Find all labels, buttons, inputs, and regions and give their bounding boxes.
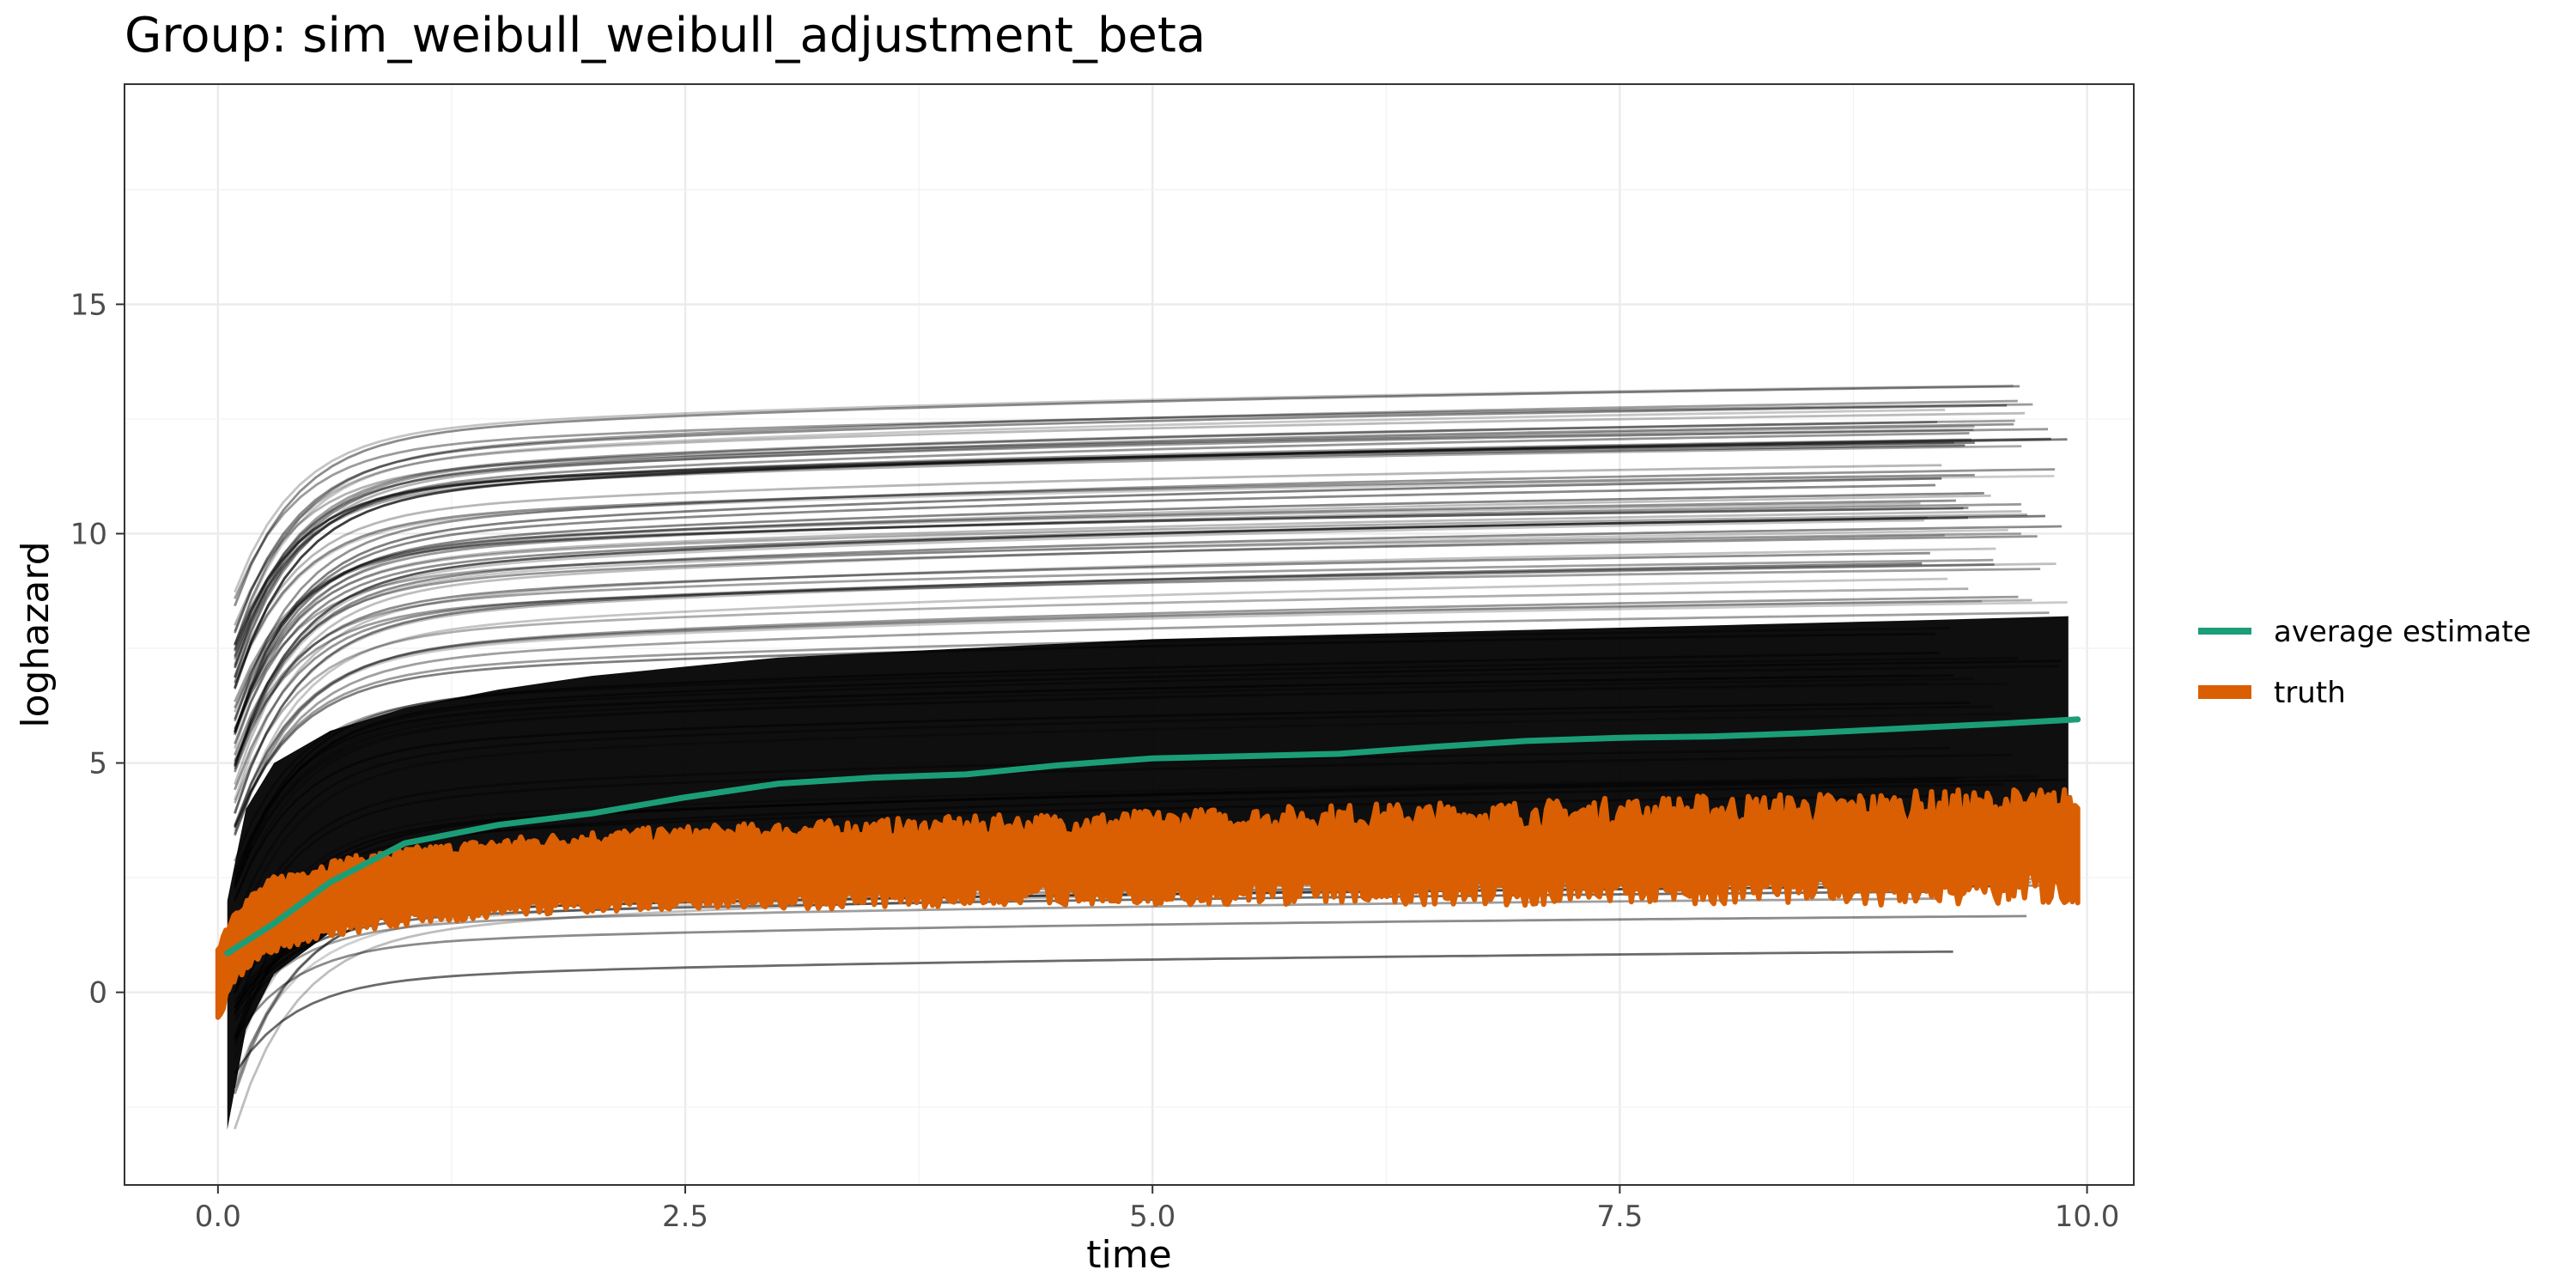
simulated-curves-band <box>227 616 2069 1130</box>
simulated-curve <box>234 665 2059 879</box>
simulated-curve <box>234 950 1953 1075</box>
simulated-curve <box>234 753 2012 963</box>
simulated-curve <box>234 494 1991 750</box>
simulated-curve <box>234 914 2027 1040</box>
simulated-curve <box>234 507 1969 709</box>
simulated-curve <box>234 513 2028 730</box>
x-tick-label: 2.5 <box>662 1200 708 1234</box>
simulated-curve <box>234 778 2067 994</box>
simulated-curve <box>234 599 1983 827</box>
simulated-curve <box>234 499 1956 720</box>
simulated-curve <box>234 384 2014 593</box>
simulated-curve <box>234 445 2022 657</box>
simulated-curve <box>234 652 1940 884</box>
simulated-curve <box>234 428 1974 626</box>
simulated-curve <box>234 656 2019 862</box>
x-tick-label: 7.5 <box>1596 1200 1643 1234</box>
simulated-curve <box>234 783 2004 1040</box>
simulated-curve <box>234 492 1984 735</box>
simulated-curve <box>234 563 1995 791</box>
simulated-curve <box>234 534 1945 785</box>
legend-label-truth: truth <box>2274 676 2346 710</box>
x-tick-label: 0.0 <box>195 1200 241 1234</box>
legend: average estimate truth <box>2198 615 2531 710</box>
simulated-curve <box>234 483 1936 733</box>
data-layer <box>215 384 2081 1130</box>
plot-border <box>124 83 2135 1186</box>
simulated-curve <box>234 562 2057 813</box>
simulated-curve <box>234 473 1975 683</box>
simulated-curve <box>234 659 2063 886</box>
simulated-curve <box>234 598 2032 826</box>
simulated-curve <box>234 419 2015 659</box>
simulated-curve <box>234 501 1921 713</box>
simulated-curve <box>234 611 2050 835</box>
simulated-curve <box>234 444 1965 646</box>
x-tick-label: 10.0 <box>2055 1200 2120 1234</box>
truth-band <box>215 787 2081 1020</box>
x-tick-label: 5.0 <box>1129 1200 1176 1234</box>
simulated-curve <box>234 595 2019 836</box>
simulated-curve <box>234 627 1951 829</box>
simulated-curve <box>234 432 1970 678</box>
simulated-curve <box>234 775 2038 985</box>
simulated-curve <box>234 587 1969 804</box>
legend-label-average-estimate: average estimate <box>2274 615 2531 649</box>
simulated-curve <box>234 519 1925 769</box>
simulated-curve <box>234 674 1954 874</box>
simulated-curve <box>234 475 2055 685</box>
simulated-curve <box>234 438 2068 689</box>
simulated-curve <box>234 528 2008 770</box>
simulated-curve <box>234 712 2011 941</box>
y-tick-label: 10 <box>70 517 107 551</box>
simulated-curve <box>234 464 1942 679</box>
average-estimate-line <box>224 716 2081 957</box>
simulated-curve <box>234 477 1942 733</box>
y-tick-label: 0 <box>88 976 107 1011</box>
simulated-curve <box>234 568 2041 763</box>
simulated-curve <box>234 502 2021 732</box>
y-tick-label: 5 <box>88 747 107 781</box>
chart-title: Group: sim_weibull_weibull_adjustment_be… <box>125 8 1206 64</box>
simulated-curve <box>234 558 1994 762</box>
simulated-curve <box>234 682 1929 902</box>
simulated-curve <box>234 601 2068 827</box>
x-axis: 0.0 2.5 5.0 7.5 10.0 <box>195 1185 2120 1234</box>
simulated-curve <box>234 403 2033 599</box>
simulated-curve <box>234 510 2022 736</box>
y-tick-label: 15 <box>70 288 107 322</box>
simulated-curve <box>234 421 1938 666</box>
simulated-curve <box>234 777 1956 1014</box>
simulated-curve <box>234 577 1948 832</box>
simulated-curve <box>234 682 2008 889</box>
simulated-curve <box>234 702 1971 901</box>
simulated-curve <box>234 551 1930 773</box>
simulated-curve <box>234 677 1974 890</box>
simulated-curve <box>234 562 1923 814</box>
simulated-curve <box>234 411 2026 632</box>
y-axis-title: loghazard <box>14 541 58 727</box>
simulated-curve <box>234 399 2018 646</box>
simulated-curve <box>234 547 1996 801</box>
simulated-curve <box>234 525 2063 768</box>
simulated-curve <box>234 428 2049 653</box>
simulated-curve <box>234 535 2038 756</box>
simulated-curve <box>234 385 2020 607</box>
simulated-curve <box>234 794 1960 993</box>
x-axis-title: time <box>1086 1233 1171 1277</box>
simulated-curve <box>234 422 2014 669</box>
simulated-curve <box>234 705 1994 926</box>
simulated-curve <box>234 408 1946 647</box>
simulated-curve <box>234 404 2008 634</box>
simulated-curve <box>234 507 1964 702</box>
simulated-curve <box>234 514 2045 767</box>
simulated-curve <box>234 425 1975 677</box>
simulated-curve <box>234 532 2021 731</box>
simulated-curve <box>234 468 2056 722</box>
y-axis: 0 5 10 15 <box>70 288 125 1011</box>
simulated-curve <box>234 632 1935 829</box>
